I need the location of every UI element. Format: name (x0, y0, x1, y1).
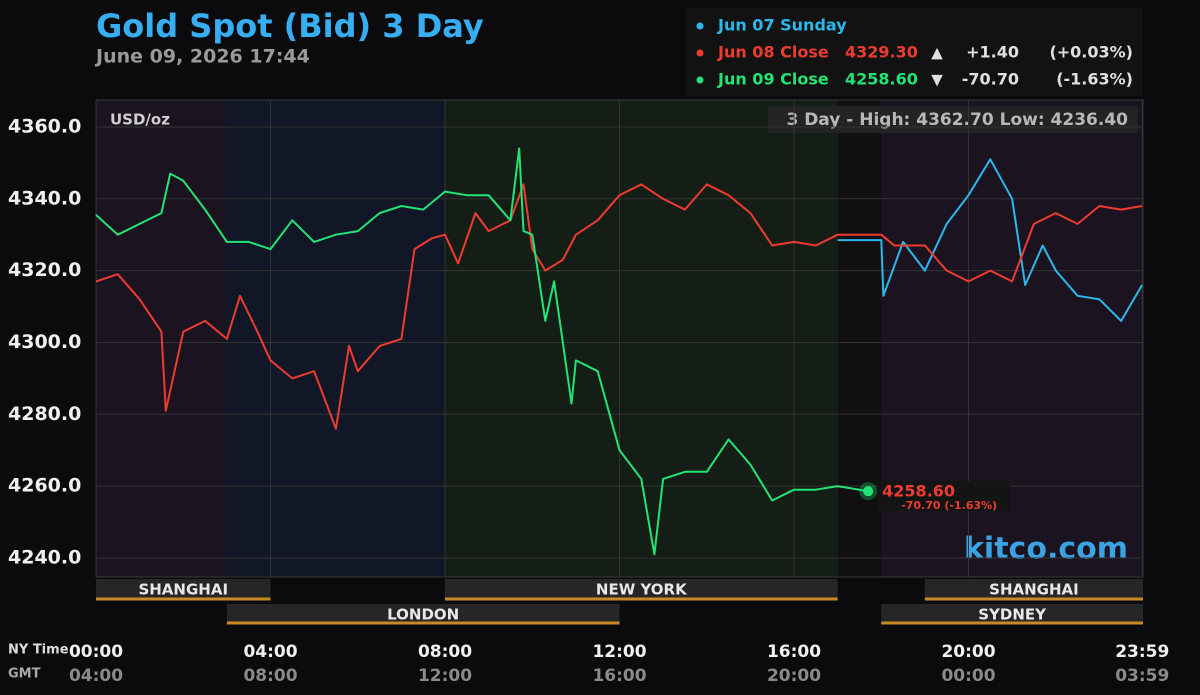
legend-arrow: ▼ (931, 71, 943, 89)
legend-box (686, 8, 1143, 96)
region-asia (96, 100, 225, 577)
x-tick-label: 04:00 (243, 642, 297, 662)
series-line (95, 183, 1143, 430)
y-tick-label: 4260.0 (8, 475, 81, 497)
chart-title: Gold Spot (Bid) 3 Day (96, 7, 484, 45)
end-point (863, 486, 874, 497)
x-tick-label: 12:00 (592, 642, 646, 662)
series-line (837, 158, 1143, 322)
x-tick-label: 00:00 (69, 642, 123, 662)
region-closed (838, 100, 881, 577)
x2-tick-label: 04:00 (69, 666, 123, 686)
session-label: SHANGHAI (138, 581, 228, 599)
session-band (226, 604, 620, 624)
x2-tick-label: 03:59 (1115, 666, 1169, 686)
end-change: -70.70 (-1.63%) (901, 499, 997, 512)
end-label-box (878, 481, 1011, 512)
session-label: NEW YORK (596, 581, 688, 599)
legend-arrow: ▲ (931, 44, 943, 62)
watermark: kitco.com (964, 532, 1128, 567)
legend-close: 4258.60 (845, 70, 918, 89)
x2-tick-label: 16:00 (592, 666, 646, 686)
x-tick-label: 08:00 (418, 642, 472, 662)
session-label: SHANGHAI (989, 581, 1079, 599)
y-tick-label: 4340.0 (8, 187, 81, 209)
legend-dot (696, 76, 704, 84)
end-price: 4258.60 (882, 482, 955, 501)
legend-change-pct: (-1.63%) (1056, 70, 1133, 89)
y-tick-label: 4360.0 (8, 115, 81, 137)
high-low: 3 Day - High: 4362.70 Low: 4236.40 (786, 110, 1128, 130)
legend-change: -70.70 (962, 70, 1019, 89)
legend-change: +1.40 (966, 43, 1019, 62)
legend-close: 4329.30 (845, 43, 918, 62)
x-tick-label: 20:00 (941, 642, 995, 662)
session-label: LONDON (387, 606, 459, 624)
session-band (924, 579, 1143, 599)
x-axis-label: NY Time (8, 643, 69, 658)
legend-dot (696, 22, 704, 30)
y-tick-label: 4240.0 (8, 546, 81, 568)
x2-tick-label: 20:00 (767, 666, 821, 686)
chart-subtitle: June 09, 2026 17:44 (94, 46, 310, 68)
legend-name: Jun 09 Close (717, 70, 829, 89)
x-tick-label: 23:59 (1115, 642, 1169, 662)
y-tick-label: 4320.0 (8, 259, 81, 281)
legend-name: Jun 08 Close (717, 43, 829, 62)
session-label: SYDNEY (978, 606, 1047, 624)
session-band (96, 579, 271, 599)
session-band (445, 579, 838, 599)
region-americas (445, 100, 838, 577)
high-low-box (768, 106, 1138, 133)
x2-tick-label: 08:00 (243, 666, 297, 686)
unit-label: USD/oz (110, 111, 170, 129)
x-tick-label: 16:00 (767, 642, 821, 662)
x2-axis-label: GMT (8, 667, 41, 682)
series-line (95, 147, 869, 556)
session-band (881, 604, 1143, 624)
x2-tick-label: 12:00 (418, 666, 472, 686)
legend-change-pct: (+0.03%) (1049, 43, 1133, 62)
legend-dot (696, 49, 704, 57)
y-tick-label: 4280.0 (8, 403, 81, 425)
x2-tick-label: 00:00 (941, 666, 995, 686)
region-europe (225, 100, 445, 577)
y-tick-label: 4300.0 (8, 331, 81, 353)
legend-name: Jun 07 Sunday (717, 16, 847, 35)
